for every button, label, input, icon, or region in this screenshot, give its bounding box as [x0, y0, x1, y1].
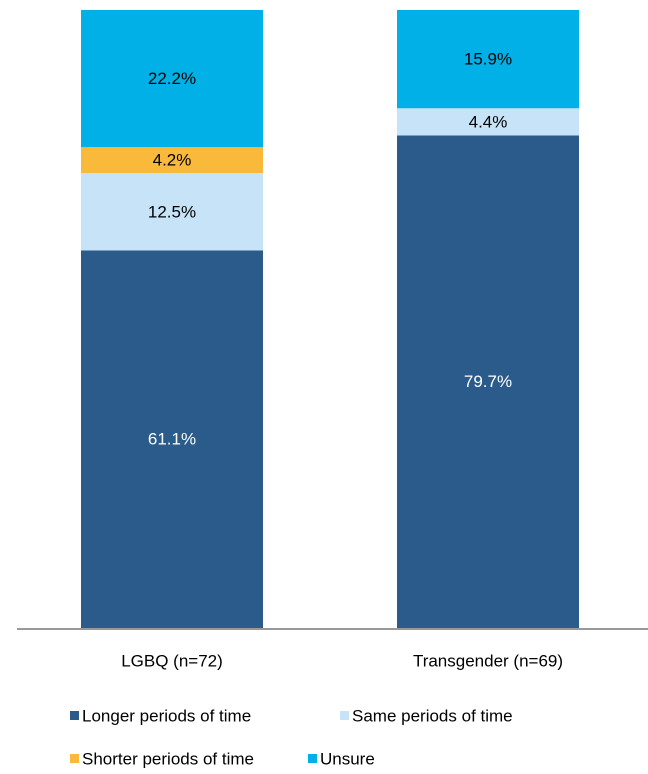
data-label: 4.4%	[469, 112, 508, 131]
legend-swatch	[308, 754, 317, 763]
data-label: 61.1%	[148, 430, 196, 449]
legend-swatch	[70, 754, 79, 763]
data-label: 15.9%	[464, 50, 512, 69]
bar-segment	[397, 135, 579, 629]
legend-label: Longer periods of time	[82, 706, 251, 725]
bar-segment	[81, 250, 263, 629]
x-tick-label: Transgender (n=69)	[413, 651, 563, 670]
bar-segment	[81, 10, 263, 148]
x-tick-label: LGBQ (n=72)	[121, 651, 223, 670]
legend-label: Unsure	[320, 749, 375, 768]
bar-segment	[81, 147, 263, 174]
data-label: 79.7%	[464, 372, 512, 391]
bar-segment	[397, 108, 579, 136]
bar-segment	[81, 173, 263, 251]
bar-segment	[397, 10, 579, 109]
legend-label: Shorter periods of time	[82, 749, 254, 768]
legend-swatch	[70, 711, 79, 720]
data-label: 12.5%	[148, 202, 196, 221]
legend-label: Same periods of time	[352, 706, 513, 725]
data-label: 4.2%	[153, 151, 192, 170]
legend-swatch	[340, 711, 349, 720]
data-label: 22.2%	[148, 69, 196, 88]
